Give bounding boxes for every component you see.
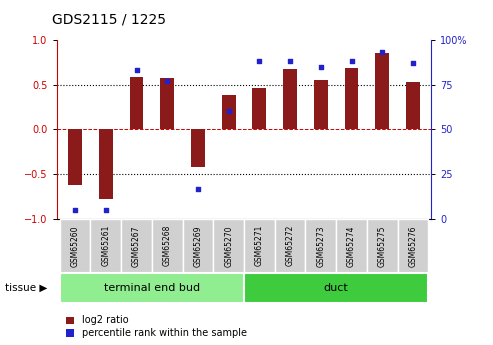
Bar (406, 82, 420, 129)
Bar (252, 88, 266, 129)
Bar (222, 95, 236, 129)
Legend: log2 ratio, percentile rank within the sample: log2 ratio, percentile rank within the s… (67, 315, 247, 338)
Point (194, 186, 202, 191)
Text: GSM65271: GSM65271 (255, 225, 264, 266)
Point (225, 109, 233, 114)
Bar (283, 69, 297, 129)
Bar (191, 129, 205, 167)
Bar (68, 129, 82, 185)
Text: GDS2115 / 1225: GDS2115 / 1225 (52, 12, 166, 26)
Point (409, 60, 417, 66)
Bar (306, 219, 336, 273)
Text: GSM65267: GSM65267 (132, 225, 141, 267)
Point (348, 58, 355, 64)
Point (133, 67, 141, 73)
Point (163, 78, 171, 84)
Text: GSM65270: GSM65270 (224, 225, 233, 267)
Bar (130, 77, 143, 129)
Bar (314, 80, 328, 129)
Text: terminal end bud: terminal end bud (104, 283, 200, 293)
Bar (244, 273, 428, 303)
Bar (375, 53, 389, 129)
Text: GSM65261: GSM65261 (102, 225, 110, 266)
Bar (99, 129, 113, 199)
Point (378, 49, 386, 55)
Text: GSM65276: GSM65276 (408, 225, 418, 267)
Bar (336, 219, 367, 273)
Point (286, 58, 294, 64)
Bar (160, 78, 174, 129)
Text: GSM65273: GSM65273 (317, 225, 325, 267)
Bar (397, 219, 428, 273)
Text: GSM65275: GSM65275 (378, 225, 387, 267)
Bar (244, 219, 275, 273)
Text: GSM65274: GSM65274 (347, 225, 356, 267)
Text: GSM65260: GSM65260 (70, 225, 80, 267)
Text: duct: duct (324, 283, 349, 293)
Point (255, 58, 263, 64)
Bar (121, 219, 152, 273)
Bar (345, 68, 358, 129)
Text: tissue ▶: tissue ▶ (5, 283, 47, 293)
Text: GSM65268: GSM65268 (163, 225, 172, 266)
Point (71, 207, 79, 213)
Point (317, 64, 325, 69)
Bar (275, 219, 306, 273)
Bar (182, 219, 213, 273)
Bar (213, 219, 244, 273)
Bar (152, 219, 182, 273)
Point (102, 207, 110, 213)
Text: GSM65269: GSM65269 (193, 225, 203, 267)
Bar (60, 273, 244, 303)
Bar (91, 219, 121, 273)
Bar (367, 219, 397, 273)
Text: GSM65272: GSM65272 (285, 225, 295, 266)
Bar (60, 219, 91, 273)
